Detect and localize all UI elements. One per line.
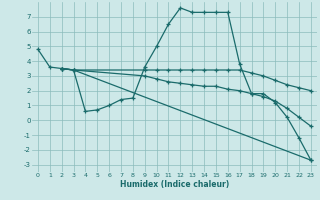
X-axis label: Humidex (Indice chaleur): Humidex (Indice chaleur) [120,180,229,189]
